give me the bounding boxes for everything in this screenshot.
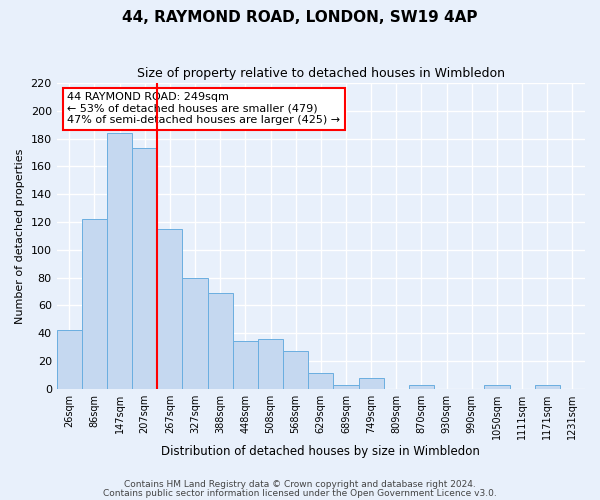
Bar [258,338,283,388]
Bar [334,384,359,388]
Text: Contains public sector information licensed under the Open Government Licence v3: Contains public sector information licen… [103,488,497,498]
Bar [484,384,509,388]
Bar [409,384,434,388]
Y-axis label: Number of detached properties: Number of detached properties [15,148,25,324]
Bar [56,330,82,388]
Text: Contains HM Land Registry data © Crown copyright and database right 2024.: Contains HM Land Registry data © Crown c… [124,480,476,489]
Text: 44, RAYMOND ROAD, LONDON, SW19 4AP: 44, RAYMOND ROAD, LONDON, SW19 4AP [122,10,478,25]
Bar [107,133,132,388]
Bar [132,148,157,388]
Bar [359,378,384,388]
Bar [308,374,334,388]
Text: 44 RAYMOND ROAD: 249sqm
← 53% of detached houses are smaller (479)
47% of semi-d: 44 RAYMOND ROAD: 249sqm ← 53% of detache… [67,92,340,126]
Bar [535,384,560,388]
Bar [208,293,233,388]
Bar [283,351,308,389]
X-axis label: Distribution of detached houses by size in Wimbledon: Distribution of detached houses by size … [161,444,480,458]
Bar [233,342,258,388]
Bar [157,229,182,388]
Bar [82,219,107,388]
Bar [182,278,208,388]
Title: Size of property relative to detached houses in Wimbledon: Size of property relative to detached ho… [137,68,505,80]
